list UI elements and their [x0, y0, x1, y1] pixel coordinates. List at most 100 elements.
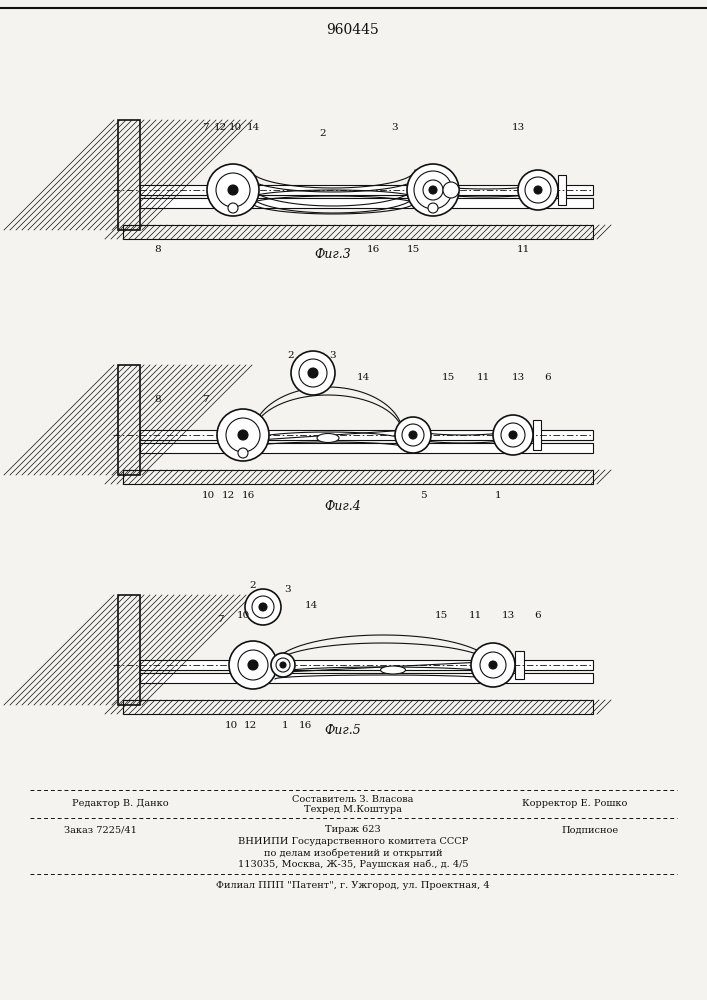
Text: 3: 3 [329, 351, 337, 360]
Circle shape [429, 186, 437, 194]
Bar [118, 120, 140, 230]
Ellipse shape [317, 434, 339, 442]
Text: 113035, Москва, Ж-35, Раушская наб., д. 4/5: 113035, Москва, Ж-35, Раушская наб., д. … [238, 859, 468, 869]
Circle shape [228, 203, 238, 213]
Circle shape [509, 431, 517, 439]
Text: 16: 16 [298, 720, 312, 730]
Text: 13: 13 [511, 123, 525, 132]
Bar [515, 651, 524, 679]
Text: 1: 1 [281, 720, 288, 730]
Circle shape [229, 641, 277, 689]
Text: Филиал ППП "Патент", г. Ужгород, ул. Проектная, 4: Филиал ППП "Патент", г. Ужгород, ул. Про… [216, 882, 490, 890]
Circle shape [252, 596, 274, 618]
Text: 11: 11 [516, 245, 530, 254]
Circle shape [471, 643, 515, 687]
Bar [123, 225, 593, 239]
Text: 2: 2 [320, 128, 327, 137]
Circle shape [489, 661, 497, 669]
Text: 16: 16 [366, 245, 380, 254]
Text: 14: 14 [356, 372, 370, 381]
Text: 2: 2 [250, 580, 257, 589]
Text: 12: 12 [243, 720, 257, 730]
Text: 13: 13 [501, 610, 515, 619]
Bar [140, 673, 593, 683]
Bar [123, 225, 593, 239]
Circle shape [402, 424, 424, 446]
Text: 10: 10 [224, 720, 238, 730]
Text: Редактор В. Данко: Редактор В. Данко [71, 800, 168, 808]
Text: Техред М.Коштура: Техред М.Коштура [304, 806, 402, 814]
Text: 10: 10 [228, 123, 242, 132]
Text: Подписное: Подписное [561, 826, 619, 834]
Text: Фиг.3: Фиг.3 [315, 248, 351, 261]
Circle shape [238, 448, 248, 458]
Text: 14: 14 [305, 600, 317, 609]
Bar [140, 660, 593, 670]
Text: 7: 7 [201, 395, 209, 404]
Text: 6: 6 [544, 372, 551, 381]
Circle shape [245, 589, 281, 625]
Text: 8: 8 [155, 245, 161, 254]
Text: по делам изобретений и открытий: по делам изобретений и открытий [264, 848, 443, 858]
Text: Заказ 7225/41: Заказ 7225/41 [64, 826, 136, 834]
Circle shape [248, 660, 258, 670]
Circle shape [308, 368, 318, 378]
Circle shape [501, 423, 525, 447]
Bar [558, 175, 566, 205]
Circle shape [226, 418, 260, 452]
Circle shape [238, 650, 268, 680]
Text: 3: 3 [285, 585, 291, 594]
Text: 10: 10 [236, 610, 250, 619]
Text: 15: 15 [434, 610, 448, 619]
Text: 13: 13 [511, 372, 525, 381]
Circle shape [271, 653, 295, 677]
Circle shape [480, 652, 506, 678]
Ellipse shape [380, 666, 406, 674]
Text: 2: 2 [288, 351, 294, 360]
Circle shape [238, 430, 248, 440]
Text: 15: 15 [407, 245, 420, 254]
Text: Фиг.4: Фиг.4 [325, 500, 361, 514]
Text: 15: 15 [441, 372, 455, 381]
Circle shape [259, 603, 267, 611]
Text: 960445: 960445 [327, 23, 380, 37]
Text: 3: 3 [392, 123, 398, 132]
Circle shape [276, 658, 290, 672]
Bar [118, 365, 140, 475]
Circle shape [493, 415, 533, 455]
Text: Корректор Е. Рошко: Корректор Е. Рошко [522, 800, 628, 808]
Text: Составитель З. Власова: Составитель З. Власова [292, 796, 414, 804]
Text: 5: 5 [420, 490, 426, 499]
Text: 7: 7 [201, 123, 209, 132]
Bar [140, 443, 593, 453]
Text: Фиг.5: Фиг.5 [325, 724, 361, 736]
Bar [123, 700, 593, 714]
Circle shape [216, 173, 250, 207]
Bar [123, 470, 593, 484]
Circle shape [423, 180, 443, 200]
Bar [123, 700, 593, 714]
Circle shape [228, 185, 238, 195]
Bar [118, 120, 140, 230]
Bar [140, 430, 593, 440]
Text: 11: 11 [468, 610, 481, 619]
Circle shape [291, 351, 335, 395]
Circle shape [409, 431, 417, 439]
Text: 1: 1 [495, 490, 501, 499]
Circle shape [207, 164, 259, 216]
Circle shape [443, 182, 459, 198]
Circle shape [525, 177, 551, 203]
Circle shape [217, 409, 269, 461]
Bar [118, 595, 140, 705]
Bar [140, 185, 593, 195]
Text: 12: 12 [214, 123, 227, 132]
Text: 11: 11 [477, 372, 490, 381]
Circle shape [428, 203, 438, 213]
Text: 7: 7 [216, 615, 223, 624]
Circle shape [534, 186, 542, 194]
Bar [533, 420, 541, 450]
Circle shape [395, 417, 431, 453]
Text: 12: 12 [221, 490, 235, 499]
Bar [118, 365, 140, 475]
Circle shape [414, 171, 452, 209]
